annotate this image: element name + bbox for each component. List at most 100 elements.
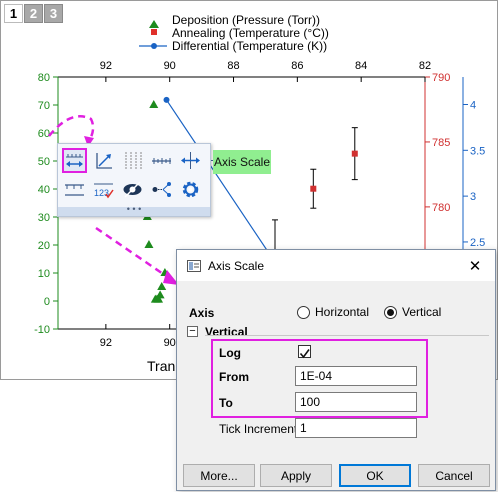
differential-point [163,96,170,103]
check-icon [299,349,310,359]
axis-scale-icon [66,154,83,167]
axis-mini-toolbar: 123 [57,143,228,217]
layer-tab-2[interactable]: 2 [24,4,43,23]
deposition-point [149,100,159,108]
y-left-tick-label: 30 [38,212,50,224]
grid-lines-icon [125,152,142,169]
deposition-point [154,294,164,303]
annotation-highlight-box [211,339,428,418]
annealing-point [351,150,358,157]
layer-tab-3[interactable]: 3 [44,4,63,23]
to-input[interactable]: 100 [295,392,417,412]
axis-settings-button[interactable] [178,177,203,202]
cancel-button[interactable]: Cancel [418,464,490,487]
radio-horizontal-label: Horizontal [315,305,370,319]
legend-label-deposition: Deposition (Pressure (Torr)) [172,13,320,27]
hide-show-button[interactable] [120,177,145,202]
y-right2-tick-label: 2.5 [470,237,485,249]
tick-increment-label: Tick Increment [219,422,298,436]
annotation-arrowhead-curved [84,136,94,147]
annotation-arrow-straight [95,226,170,280]
legend-label-annealing: Annealing (Temperature (°C)) [172,26,329,40]
x-top-tick-label: 86 [291,60,303,72]
y-right1-tick-label: 785 [432,137,450,149]
x-axis-title-partial: Tran [147,358,175,374]
deposition-point [157,282,167,290]
x-top-tick-label: 92 [100,60,112,72]
tick-label-format-icon: 123 [94,183,114,199]
mini-toolbar-grip[interactable]: • • • [58,205,210,216]
radio-horizontal-circle[interactable] [297,305,310,319]
dialog-titlebar[interactable]: Axis Scale ✕ [177,250,495,281]
radio-vertical-label: Vertical [402,305,442,319]
radio-vertical-circle[interactable] [384,305,397,319]
axis-swap-button[interactable] [91,148,116,173]
expand-horizontal-icon [181,152,200,169]
annotation-arrowhead-straight [163,270,179,285]
layer-tabs: 1 2 3 [4,4,63,23]
axis-swap-icon [96,153,112,169]
y-left-tick-label: -10 [34,324,50,336]
svg-text:123: 123 [94,188,109,198]
axis-scale-button[interactable] [62,148,87,173]
y-left-tick-label: 80 [38,72,50,84]
legend[interactable]: Deposition (Pressure (Torr)) Annealing (… [139,13,329,53]
grid-lines-button[interactable] [120,148,145,173]
log-label: Log [219,346,241,360]
section-label-vertical: Vertical [205,325,248,339]
legend-label-differential: Differential (Temperature (K)) [172,39,327,53]
x-top-tick-label: 90 [164,60,176,72]
y-left-tick-label: 50 [38,156,50,168]
tick-labels-icon [65,184,84,196]
y-left-tick-label: 70 [38,100,50,112]
legend-marker-differential [151,43,157,49]
x-bottom-tick-label: 92 [100,337,112,349]
expand-horizontal-button[interactable] [178,148,203,173]
y-right2-tick-label: 3 [470,191,476,203]
tick-labels-button[interactable] [62,177,87,202]
radio-horizontal[interactable]: Horizontal [297,305,369,319]
section-divider [205,335,489,336]
apply-button[interactable]: Apply [260,464,332,487]
x-top-tick-label: 84 [355,60,367,72]
radio-vertical[interactable]: Vertical [384,305,441,319]
axis-break-button[interactable] [149,177,174,202]
dialog-app-icon [187,259,201,272]
ok-button[interactable]: OK [339,464,411,487]
y-left-tick-label: 10 [38,268,50,280]
y-right2-tick-label: 3.5 [470,145,485,157]
y-left-tick-label: 0 [44,296,50,308]
from-input[interactable]: 1E-04 [295,366,417,386]
axis-ticks-button[interactable] [149,148,174,173]
deposition-point [155,290,165,299]
x-bottom-tick-label: 90 [164,337,176,349]
close-icon[interactable]: ✕ [468,257,482,275]
axis-scale-dialog: Axis Scale ✕ Axis Horizontal Vertical − … [176,249,496,491]
annotation-arrow-curved [48,115,95,142]
tick-label-format-button[interactable]: 123 [91,177,116,202]
axis-ticks-icon [152,158,171,164]
y-right2-tick-label: 4 [470,99,476,111]
axis-settings-gear-icon [182,181,199,198]
tick-increment-input[interactable]: 1 [295,418,417,438]
dialog-title: Axis Scale [208,258,265,273]
annealing-point [310,185,317,192]
hide-show-icon [123,181,142,198]
y-right1-tick-label: 780 [432,202,450,214]
legend-marker-deposition [149,20,159,28]
axis-break-icon [152,182,171,197]
collapse-section-icon[interactable]: − [187,326,198,337]
x-top-tick-label: 88 [227,60,239,72]
y-left-tick-label: 60 [38,128,50,140]
x-top-tick-label: 82 [419,60,431,72]
more-button[interactable]: More... [183,464,255,487]
to-label: To [219,396,233,410]
y-left-tick-label: 20 [38,240,50,252]
log-checkbox[interactable] [298,345,311,359]
legend-marker-annealing [151,29,157,35]
axis-scale-tooltip: Axis Scale [213,150,271,174]
deposition-point [144,240,154,248]
layer-tab-1[interactable]: 1 [4,4,23,23]
y-right1-tick-label: 790 [432,72,450,84]
y-left-tick-label: 40 [38,184,50,196]
